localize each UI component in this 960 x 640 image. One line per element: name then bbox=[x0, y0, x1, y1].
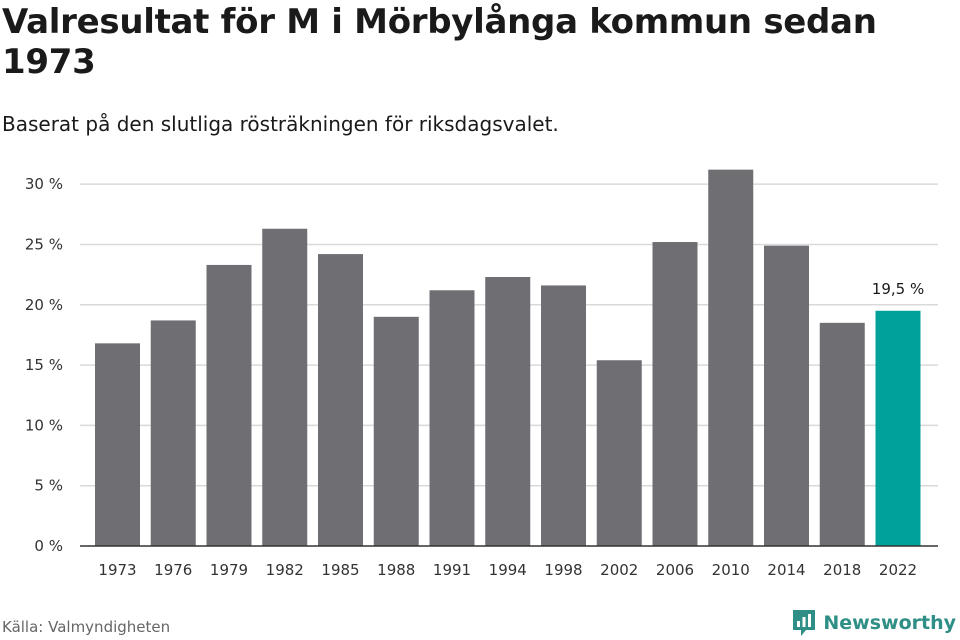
bar-1976 bbox=[150, 320, 196, 546]
bar-1991 bbox=[429, 290, 475, 546]
y-tick-label: 5 % bbox=[34, 477, 63, 495]
bar-1982 bbox=[262, 228, 308, 546]
x-tick-label: 1979 bbox=[210, 561, 248, 579]
bar-chart: 0 %5 %10 %15 %20 %25 %30 % 1973 1976 1979 1… bbox=[25, 169, 938, 579]
x-tick-label: 2018 bbox=[823, 561, 861, 579]
data-label: 19,5 % bbox=[872, 280, 924, 298]
x-tick-label: 1998 bbox=[544, 561, 582, 579]
bar-1979 bbox=[206, 264, 252, 546]
bar-1998 bbox=[541, 285, 586, 546]
x-tick-label: 1982 bbox=[266, 561, 304, 579]
y-axis-ticks: 0 % 5 % 10 % 15 % 20 % 25 % 30 % bbox=[25, 175, 63, 555]
x-tick-label: 1988 bbox=[377, 561, 415, 579]
brand-name: Newsworthy bbox=[823, 612, 956, 634]
y-tick-label: 10 % bbox=[25, 416, 63, 434]
source-note: Källa: Valmyndigheten bbox=[2, 618, 171, 636]
x-tick-label: 1976 bbox=[154, 561, 192, 579]
bar-2018 bbox=[819, 322, 865, 546]
y-tick-label: 0 % bbox=[34, 537, 63, 555]
bar-1988 bbox=[373, 316, 419, 546]
x-tick-label: 2022 bbox=[879, 561, 917, 579]
brand-logo[interactable]: Newsworthy bbox=[791, 608, 956, 638]
bar-2014 bbox=[764, 245, 809, 547]
y-tick-label: 30 % bbox=[25, 175, 63, 193]
x-tick-label: 2002 bbox=[600, 561, 638, 579]
x-tick-label: 1994 bbox=[489, 561, 527, 579]
bar-2006 bbox=[652, 242, 698, 546]
newsworthy-logo-icon bbox=[793, 610, 816, 636]
x-tick-label: 2006 bbox=[656, 561, 694, 579]
bar-1994 bbox=[485, 277, 531, 546]
bar-2002 bbox=[596, 360, 642, 546]
x-tick-label: 1991 bbox=[433, 561, 471, 579]
data-labels: 19,5 % bbox=[872, 280, 924, 298]
y-tick-label: 20 % bbox=[25, 296, 63, 314]
x-tick-label: 1985 bbox=[321, 561, 359, 579]
y-tick-label: 25 % bbox=[25, 235, 63, 253]
x-tick-label: 2014 bbox=[767, 561, 805, 579]
bar-1985 bbox=[318, 254, 363, 546]
y-tick-label: 15 % bbox=[25, 356, 63, 374]
x-tick-label: 1973 bbox=[98, 561, 136, 579]
bar-2022 bbox=[875, 310, 921, 546]
bar-2010 bbox=[708, 169, 754, 546]
bar-1973 bbox=[95, 343, 140, 546]
x-tick-label: 2010 bbox=[712, 561, 750, 579]
chart-title: Valresultat för M i Mörbylånga kommun se… bbox=[2, 2, 877, 82]
chart-subtitle: Baserat på den slutliga rösträkningen fö… bbox=[2, 112, 559, 136]
bars bbox=[95, 169, 921, 547]
x-axis-ticks: 1973 1976 1979 1982 1985 1988 1991 1994 1998 2002… bbox=[98, 561, 917, 579]
